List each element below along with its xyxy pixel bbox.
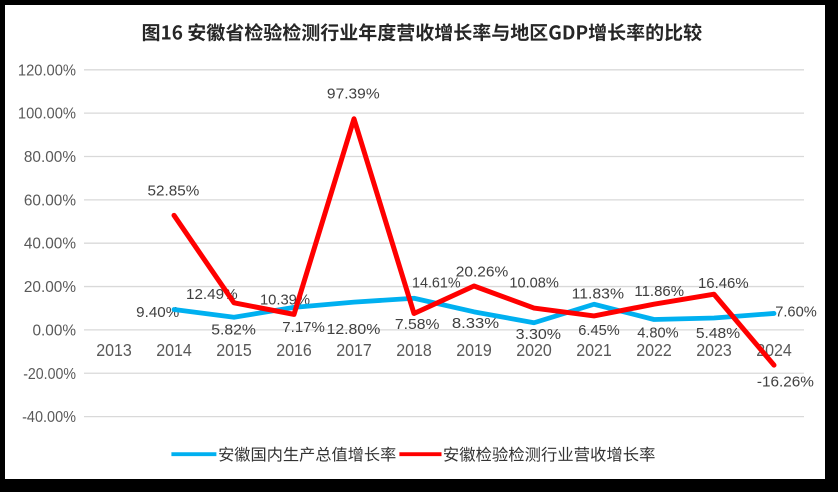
svg-text:2016: 2016 [276,340,312,360]
svg-text:-40.00%: -40.00% [22,409,76,426]
svg-text:2013: 2013 [96,340,132,360]
svg-text:-20.00%: -20.00% [23,366,76,383]
svg-text:100.00%: 100.00% [18,106,76,123]
svg-text:16.46%: 16.46% [698,275,749,292]
svg-text:2019: 2019 [456,340,492,360]
svg-text:40.00%: 40.00% [24,236,76,253]
svg-text:20.26%: 20.26% [456,263,509,280]
svg-text:2014: 2014 [156,340,192,360]
svg-text:-16.26%: -16.26% [757,373,814,390]
svg-text:8.33%: 8.33% [452,315,499,332]
svg-text:6.45%: 6.45% [578,322,619,339]
svg-text:11.86%: 11.86% [634,283,684,300]
svg-text:2021: 2021 [576,340,612,360]
svg-text:9.40%: 9.40% [136,304,179,321]
svg-text:5.48%: 5.48% [696,325,740,342]
svg-text:3.30%: 3.30% [516,326,561,343]
svg-text:97.39%: 97.39% [327,85,380,102]
svg-text:7.17%: 7.17% [282,319,325,336]
svg-text:20.00%: 20.00% [24,279,76,296]
svg-text:2017: 2017 [336,340,372,360]
svg-text:2022: 2022 [636,340,672,360]
svg-text:2018: 2018 [396,340,432,360]
svg-text:10.08%: 10.08% [509,275,559,292]
svg-text:80.00%: 80.00% [24,149,76,166]
svg-text:7.60%: 7.60% [775,304,817,321]
svg-text:2023: 2023 [696,340,732,360]
svg-text:14.61%: 14.61% [412,274,461,291]
svg-text:120.00%: 120.00% [18,62,76,79]
svg-text:2020: 2020 [516,340,552,360]
svg-text:4.80%: 4.80% [637,325,678,342]
svg-text:60.00%: 60.00% [24,192,76,209]
svg-text:2015: 2015 [216,340,252,360]
svg-text:52.85%: 52.85% [148,183,200,200]
svg-text:7.58%: 7.58% [395,316,440,333]
svg-text:11.83%: 11.83% [572,286,624,303]
svg-text:5.82%: 5.82% [211,321,256,338]
svg-text:0.00%: 0.00% [33,322,77,339]
svg-text:12.80%: 12.80% [327,321,381,338]
